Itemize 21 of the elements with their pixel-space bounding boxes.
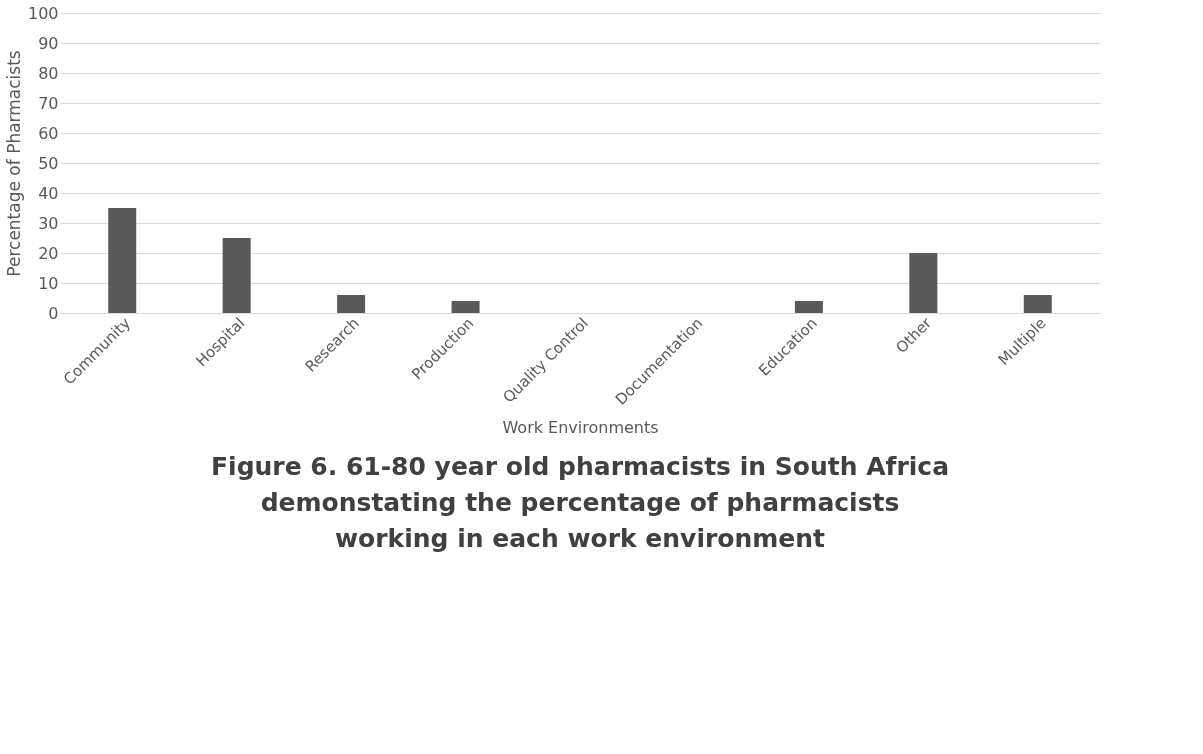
y-tick-label: 40 xyxy=(38,183,59,203)
y-tick-label: 20 xyxy=(38,243,59,263)
y-tick-label: 70 xyxy=(38,93,59,113)
y-tick-label: 60 xyxy=(38,123,59,143)
bar xyxy=(108,208,137,313)
y-tick-label: 50 xyxy=(38,153,59,173)
y-tick-label: 0 xyxy=(48,303,59,323)
bar xyxy=(794,301,823,313)
bar xyxy=(337,295,366,313)
y-tick-label: 30 xyxy=(38,213,59,233)
y-tick-label: 90 xyxy=(38,33,59,53)
y-tick-label: 10 xyxy=(38,273,59,293)
y-axis-title: Percentage of Pharmacists xyxy=(3,50,24,277)
bar xyxy=(909,253,938,313)
bar xyxy=(1023,295,1052,313)
bar xyxy=(222,238,251,313)
y-tick-label: 80 xyxy=(38,63,59,83)
x-axis-title: Work Environments xyxy=(502,417,659,437)
y-tick-label: 100 xyxy=(27,3,59,23)
text: Figure 6. 61-80 year old pharmacists in South Africa demonstating the percentage of pharmacists working in each work environment xyxy=(210,452,950,554)
bar xyxy=(451,301,480,313)
